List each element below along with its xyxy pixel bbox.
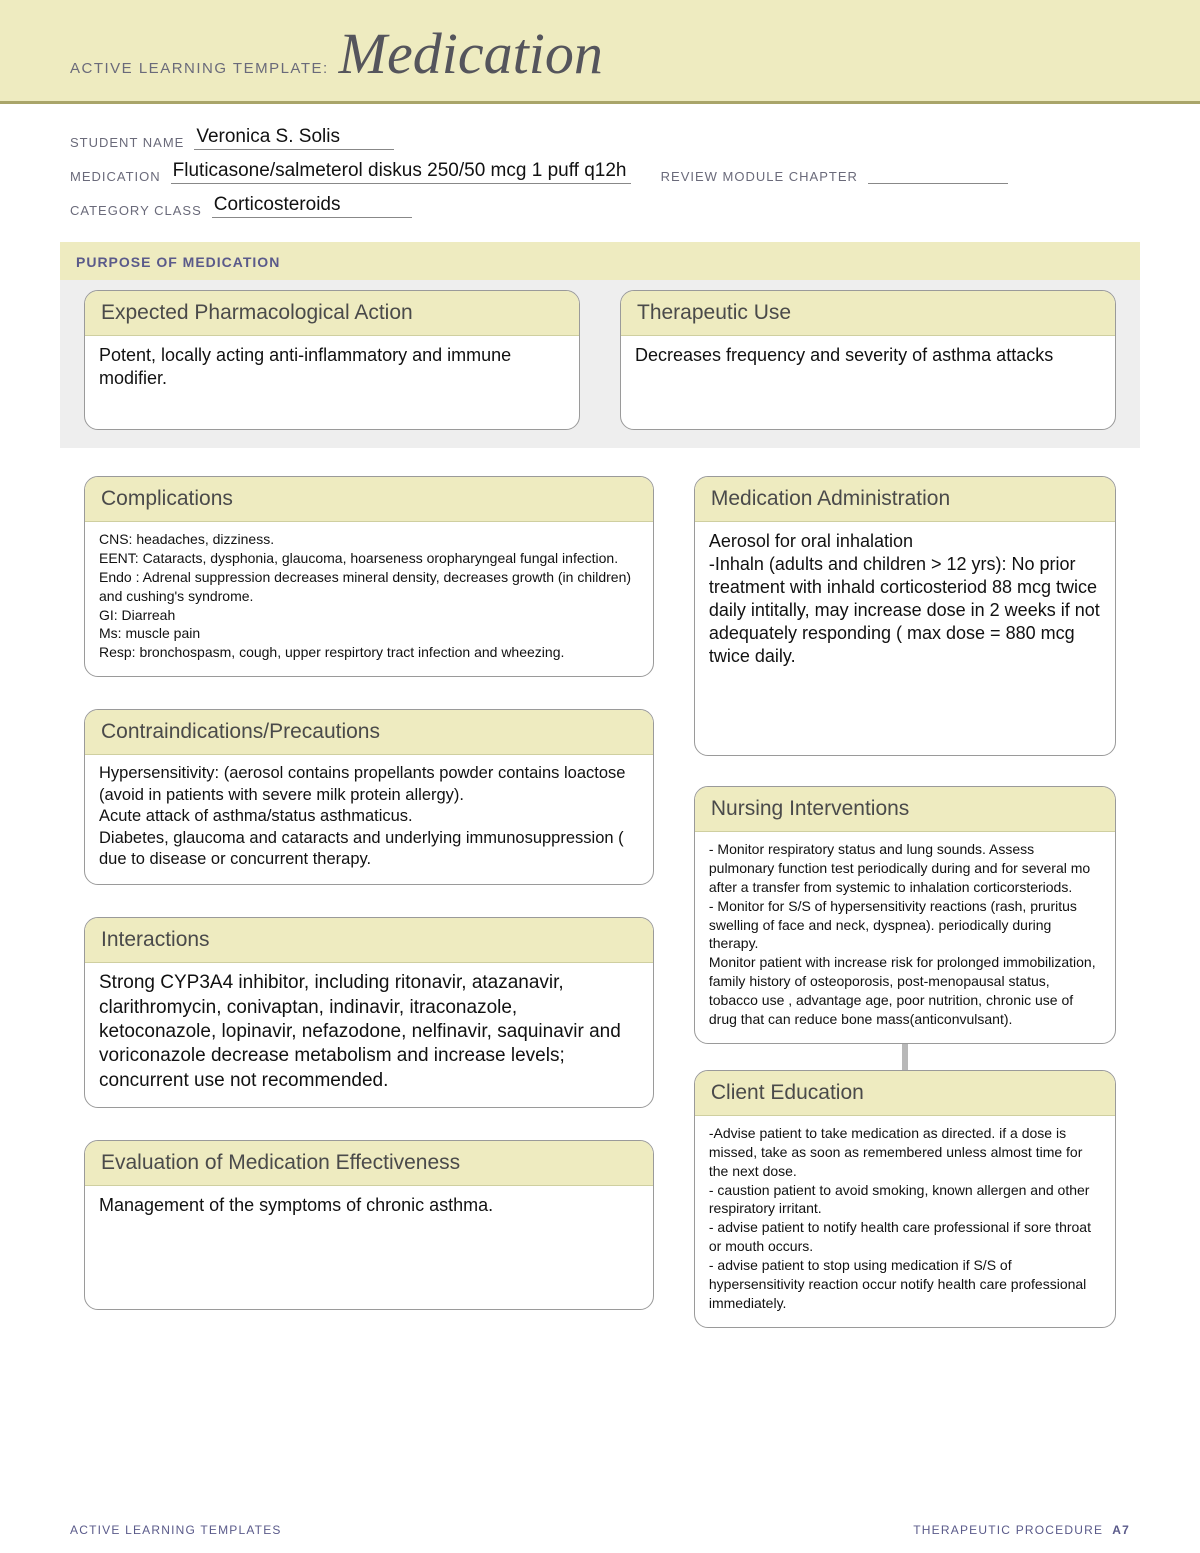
purpose-row: Expected Pharmacological Action Potent, … bbox=[60, 280, 1140, 430]
medication-value: Fluticasone/salmeterol diskus 250/50 mcg… bbox=[171, 160, 631, 184]
card-expected-action: Expected Pharmacological Action Potent, … bbox=[84, 290, 580, 430]
footer-page-code: A7 bbox=[1112, 1523, 1130, 1537]
info-row-student: STUDENT NAME Veronica S. Solis bbox=[70, 126, 1130, 150]
card-expected-action-title: Expected Pharmacological Action bbox=[85, 291, 579, 336]
template-title: Medication bbox=[339, 20, 603, 87]
info-section: STUDENT NAME Veronica S. Solis MEDICATIO… bbox=[0, 104, 1200, 242]
template-label: ACTIVE LEARNING TEMPLATE: bbox=[70, 60, 329, 77]
card-medication-administration-body: Aerosol for oral inhalation -Inhaln (adu… bbox=[695, 522, 1115, 755]
medication-label: MEDICATION bbox=[70, 169, 161, 184]
right-column: Medication Administration Aerosol for or… bbox=[694, 476, 1116, 1328]
card-complications-body: CNS: headaches, dizziness. EENT: Catarac… bbox=[85, 522, 653, 676]
card-nursing-interventions-title: Nursing Interventions bbox=[695, 787, 1115, 832]
card-contraindications-body: Hypersensitivity: (aerosol contains prop… bbox=[85, 755, 653, 884]
category-class-value: Corticosteroids bbox=[212, 194, 412, 218]
category-class-label: CATEGORY CLASS bbox=[70, 203, 202, 218]
info-row-medication: MEDICATION Fluticasone/salmeterol diskus… bbox=[70, 160, 1130, 184]
card-interactions: Interactions Strong CYP3A4 inhibitor, in… bbox=[84, 917, 654, 1108]
card-therapeutic-use-body: Decreases frequency and severity of asth… bbox=[621, 336, 1115, 429]
card-client-education-title: Client Education bbox=[695, 1071, 1115, 1116]
card-interactions-title: Interactions bbox=[85, 918, 653, 963]
purpose-block: PURPOSE OF MEDICATION Expected Pharmacol… bbox=[60, 242, 1140, 448]
header-line: ACTIVE LEARNING TEMPLATE: Medication bbox=[70, 20, 1130, 87]
purpose-header: PURPOSE OF MEDICATION bbox=[60, 242, 1140, 280]
card-evaluation-body: Management of the symptoms of chronic as… bbox=[85, 1186, 653, 1309]
review-chapter-value bbox=[868, 182, 1008, 184]
card-client-education-body: -Advise patient to take medication as di… bbox=[695, 1116, 1115, 1327]
card-therapeutic-use-title: Therapeutic Use bbox=[621, 291, 1115, 336]
connector-line bbox=[902, 1044, 908, 1070]
card-interactions-body: Strong CYP3A4 inhibitor, including riton… bbox=[85, 963, 653, 1107]
info-row-category: CATEGORY CLASS Corticosteroids bbox=[70, 194, 1130, 218]
card-contraindications-title: Contraindications/Precautions bbox=[85, 710, 653, 755]
footer-right-label: THERAPEUTIC PROCEDURE bbox=[913, 1523, 1103, 1537]
footer-left: ACTIVE LEARNING TEMPLATES bbox=[70, 1523, 282, 1537]
footer: ACTIVE LEARNING TEMPLATES THERAPEUTIC PR… bbox=[70, 1523, 1130, 1537]
page: ACTIVE LEARNING TEMPLATE: Medication STU… bbox=[0, 0, 1200, 1553]
card-complications-title: Complications bbox=[85, 477, 653, 522]
student-name-value: Veronica S. Solis bbox=[194, 126, 394, 150]
card-therapeutic-use: Therapeutic Use Decreases frequency and … bbox=[620, 290, 1116, 430]
card-complications: Complications CNS: headaches, dizziness.… bbox=[84, 476, 654, 677]
card-medication-administration: Medication Administration Aerosol for or… bbox=[694, 476, 1116, 756]
card-evaluation: Evaluation of Medication Effectiveness M… bbox=[84, 1140, 654, 1310]
card-client-education: Client Education -Advise patient to take… bbox=[694, 1070, 1116, 1328]
footer-right: THERAPEUTIC PROCEDURE A7 bbox=[913, 1523, 1130, 1537]
card-nursing-interventions: Nursing Interventions - Monitor respirat… bbox=[694, 786, 1116, 1044]
card-evaluation-title: Evaluation of Medication Effectiveness bbox=[85, 1141, 653, 1186]
card-contraindications: Contraindications/Precautions Hypersensi… bbox=[84, 709, 654, 885]
card-expected-action-body: Potent, locally acting anti-inflammatory… bbox=[85, 336, 579, 429]
header-band: ACTIVE LEARNING TEMPLATE: Medication bbox=[0, 0, 1200, 104]
student-name-label: STUDENT NAME bbox=[70, 135, 184, 150]
left-column: Complications CNS: headaches, dizziness.… bbox=[84, 476, 654, 1328]
main-grid: Complications CNS: headaches, dizziness.… bbox=[0, 448, 1200, 1328]
card-nursing-interventions-body: - Monitor respiratory status and lung so… bbox=[695, 832, 1115, 1043]
card-medication-administration-title: Medication Administration bbox=[695, 477, 1115, 522]
review-chapter-label: REVIEW MODULE CHAPTER bbox=[661, 169, 858, 184]
